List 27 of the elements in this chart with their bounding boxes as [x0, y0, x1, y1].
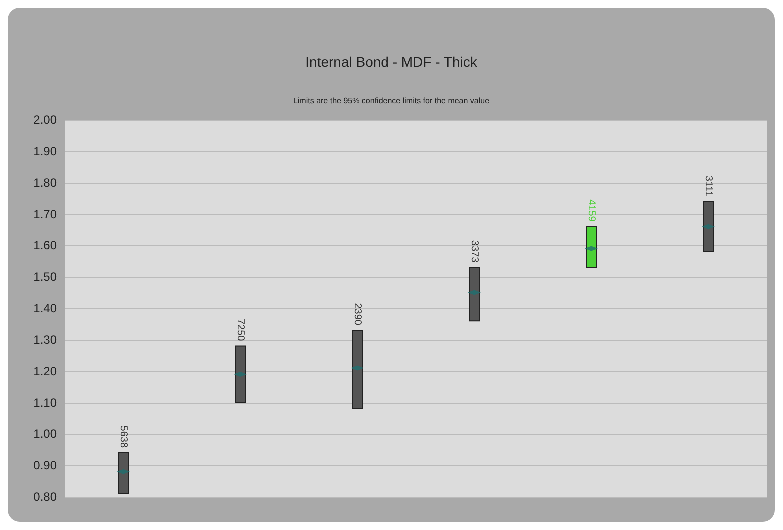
bar [352, 330, 363, 410]
y-tick-label: 1.40 [34, 302, 58, 316]
y-tick-label: 0.90 [34, 458, 58, 473]
y-tick-label: 1.00 [34, 427, 58, 442]
y-tick-label: 1.20 [34, 364, 58, 378]
y-tick-label: 1.80 [34, 176, 58, 190]
y-tick-label: 1.90 [34, 144, 58, 158]
chart-subtitle: Limits are the 95% confidence limits for the mean value [293, 96, 490, 106]
x-tick-label: 3373 [469, 240, 480, 264]
y-tick-label: 2.00 [34, 113, 58, 127]
bar [118, 452, 129, 494]
chart-title: Internal Bond - MDF - Thick [306, 54, 478, 70]
y-tick-label: 1.30 [34, 332, 58, 347]
bar [703, 201, 714, 252]
x-tick-label: 3111 [703, 176, 714, 198]
y-tick-label: 0.80 [34, 490, 58, 504]
y-tick-label: 1.60 [34, 238, 58, 253]
x-tick-label: 7250 [235, 318, 246, 342]
x-tick-label: 5638 [118, 426, 129, 448]
y-tick-label: 1.50 [34, 270, 58, 284]
y-tick-label: 1.70 [34, 207, 58, 222]
x-tick-label: 4159 [586, 200, 597, 222]
bar [235, 346, 246, 404]
bar [586, 226, 597, 268]
y-tick-label: 1.10 [34, 396, 58, 410]
bar [469, 267, 480, 322]
x-tick-label: 2390 [352, 303, 363, 326]
